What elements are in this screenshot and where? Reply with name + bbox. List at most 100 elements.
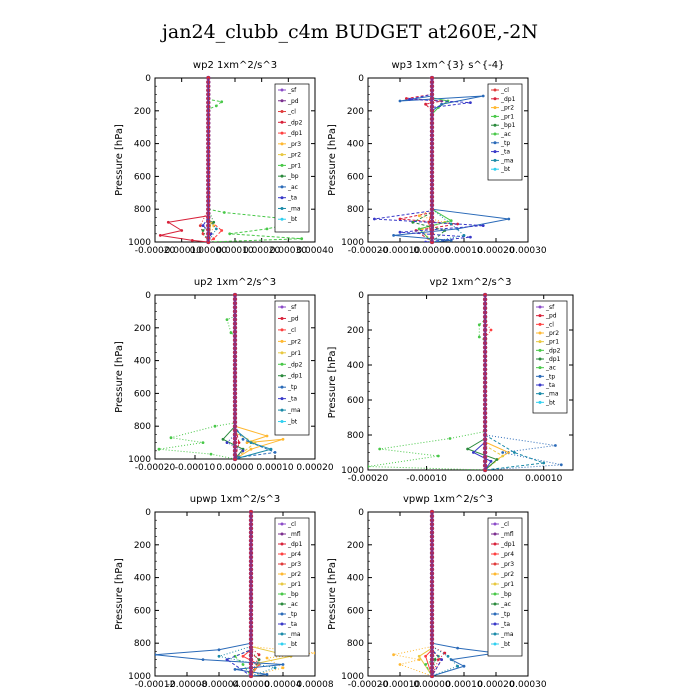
legend-marker: [493, 123, 497, 127]
legend-label: _ac: [500, 601, 511, 608]
legend-marker: [493, 158, 497, 162]
series-line: [417, 78, 447, 242]
x-tick-label: 0.00010: [445, 246, 482, 256]
series-marker: [245, 441, 249, 444]
y-tick-label: 1000: [128, 238, 151, 248]
x-tick-label: 0.00000: [413, 246, 450, 256]
legend-marker: [493, 582, 497, 586]
series-marker: [449, 222, 453, 226]
y-tick-label: 200: [347, 326, 364, 336]
series-marker: [513, 451, 516, 454]
y-tick-label: 600: [134, 606, 151, 616]
legend-label: _bt: [545, 399, 556, 406]
y-tick-label: 1000: [128, 672, 151, 682]
series-marker: [489, 459, 493, 463]
x-tick-label: 0.00010: [256, 463, 293, 473]
x-tick-label: -0.00010: [161, 246, 202, 256]
legend-box: [487, 83, 523, 181]
legend-label: _pr1: [545, 339, 559, 346]
series-marker: [249, 441, 253, 444]
series-marker: [249, 447, 253, 451]
series-marker: [214, 227, 218, 231]
legend-label: _ta: [287, 621, 297, 628]
x-tick-label: 0.00000: [190, 246, 227, 256]
x-tick-label: 0.00008: [296, 680, 333, 690]
y-tick-label: 200: [347, 541, 364, 551]
legend-label: _ma: [287, 407, 301, 414]
panel-title: vp2 1xm^2/s^3: [430, 277, 512, 288]
legend-label: _pr2: [500, 105, 514, 112]
series-line: [234, 295, 256, 459]
legend-marker: [493, 622, 497, 626]
y-axis-label: Pressure [hPa]: [327, 347, 338, 419]
series-marker: [398, 99, 402, 103]
y-tick-label: 400: [347, 361, 364, 371]
y-tick-label: 0: [358, 508, 364, 518]
chart-panel: upwp 1xm^2/s^302004006008001000-0.00012-…: [114, 494, 334, 690]
series-marker: [554, 444, 557, 447]
series-marker: [180, 229, 184, 232]
series-marker: [213, 424, 217, 428]
legend-marker: [280, 592, 284, 596]
legend-label: _cl: [287, 327, 296, 334]
series-marker: [212, 220, 216, 224]
series-line: [160, 78, 209, 242]
legend-label: _ma: [500, 631, 514, 638]
series-line: [431, 512, 459, 676]
series-marker: [456, 646, 459, 650]
series-marker: [448, 437, 452, 440]
legend-marker: [538, 366, 542, 370]
series-line: [234, 295, 273, 459]
series-marker: [368, 465, 370, 468]
y-tick-label: 0: [145, 74, 151, 84]
y-tick-label: 1000: [341, 672, 364, 682]
legend-label: _bp: [287, 173, 299, 180]
x-tick-label: 0.00020: [296, 463, 333, 473]
legend-marker: [280, 110, 284, 114]
legend-marker: [280, 572, 284, 576]
legend-marker: [493, 602, 497, 606]
panel-title: wp3 1xm^{3} s^{-4}: [391, 60, 504, 71]
legend-marker: [493, 150, 497, 154]
series-marker: [481, 94, 485, 98]
series-marker: [228, 232, 232, 236]
x-tick-label: -0.00004: [199, 680, 240, 690]
series-marker: [217, 654, 221, 658]
series-marker: [417, 227, 421, 231]
legend-marker: [280, 582, 284, 586]
legend-marker: [493, 612, 497, 616]
series-marker: [273, 451, 277, 454]
legend-marker: [280, 397, 284, 401]
y-tick-label: 400: [134, 140, 151, 150]
legend-marker: [280, 408, 284, 412]
series-marker: [201, 224, 205, 228]
legend-label: _dp1: [545, 356, 561, 363]
series-marker: [225, 441, 229, 444]
y-tick-label: 600: [347, 172, 364, 182]
series-marker: [209, 452, 213, 456]
series-marker: [449, 239, 453, 242]
x-tick-label: 0.00000: [467, 474, 504, 484]
legend-label: _pd: [287, 98, 299, 105]
legend-marker: [280, 88, 284, 92]
series-marker: [477, 335, 481, 339]
chart-panel: vpwp 1xm^2/s^3 0 200 400 600 800 1000-0.00020-…: [327, 494, 547, 690]
series-marker: [220, 229, 224, 232]
panel-title: up2 1xm^2/s^3: [194, 277, 276, 288]
legend-marker: [538, 383, 542, 387]
legend-marker: [280, 374, 284, 378]
legend-label: _tp: [500, 140, 510, 147]
legend-marker: [280, 562, 284, 566]
x-tick-label: 0.00010: [445, 680, 482, 690]
series-marker: [217, 648, 221, 652]
series-line: [466, 295, 498, 470]
x-tick-label: -0.00020: [135, 246, 176, 256]
legend-marker: [280, 163, 284, 167]
series-marker: [198, 224, 202, 228]
legend-marker: [493, 88, 497, 92]
series-marker: [408, 97, 411, 101]
legend-label: _sf: [287, 304, 297, 311]
y-tick-label: 400: [134, 357, 151, 367]
legend-marker: [280, 120, 284, 124]
